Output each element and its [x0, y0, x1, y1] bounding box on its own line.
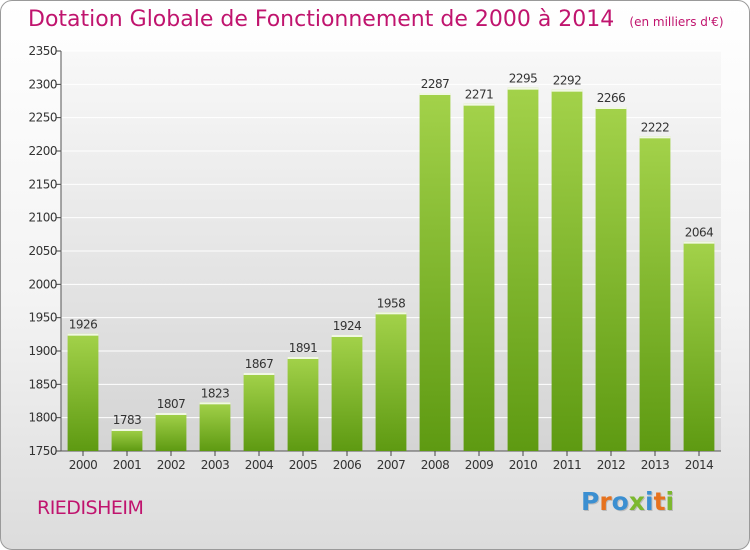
- bar-highlight: [243, 373, 275, 375]
- x-tick-label: 2005: [289, 458, 318, 472]
- brand-letter: x: [628, 487, 645, 516]
- data-label: 1926: [69, 318, 98, 332]
- data-label: 2292: [553, 74, 582, 88]
- x-tick-label: 2008: [421, 458, 450, 472]
- x-tick-label: 2009: [465, 458, 494, 472]
- bar-highlight: [639, 136, 671, 139]
- x-tick-label: 2002: [157, 458, 186, 472]
- bar-highlight: [507, 87, 539, 90]
- y-tick-label: 2200: [28, 144, 57, 158]
- bar: [287, 357, 319, 451]
- bar: [683, 241, 715, 451]
- chart-units: (en milliers d'€): [629, 15, 724, 29]
- bar-highlight: [463, 103, 495, 106]
- city-name: RIEDISHEIM: [37, 497, 144, 519]
- data-label: 1891: [289, 341, 318, 355]
- data-label: 2064: [685, 226, 714, 240]
- x-tick-label: 2007: [377, 458, 406, 472]
- y-tick-label: 2150: [28, 177, 57, 191]
- bar: [419, 93, 451, 451]
- y-tick-label: 1850: [28, 377, 57, 391]
- data-label: 1823: [201, 386, 230, 400]
- title-row: Dotation Globale de Fonctionnement de 20…: [28, 7, 724, 32]
- y-tick-label: 1750: [28, 444, 57, 458]
- data-label: 1924: [333, 319, 362, 333]
- bar-highlight: [155, 413, 187, 415]
- bar-highlight: [595, 107, 627, 109]
- brand-letter: P: [581, 487, 600, 516]
- bar: [243, 373, 275, 451]
- x-tick-label: 2004: [245, 458, 274, 472]
- bar-highlight: [111, 429, 143, 431]
- bar: [111, 429, 143, 451]
- bar-highlight: [375, 312, 407, 315]
- bar-highlight: [199, 402, 231, 405]
- brand-letter: o: [611, 487, 629, 516]
- bar: [463, 103, 495, 452]
- brand-letter: r: [599, 487, 612, 516]
- y-tick-label: 1900: [28, 344, 57, 358]
- y-tick-label: 2250: [28, 111, 57, 125]
- x-tick-label: 2003: [201, 458, 230, 472]
- bar: [155, 413, 187, 451]
- bar-highlight: [419, 93, 451, 95]
- bar-highlight: [287, 357, 319, 359]
- bar-highlight: [683, 241, 715, 244]
- x-tick-label: 2013: [641, 458, 670, 472]
- bar: [507, 87, 539, 452]
- x-tick-label: 2006: [333, 458, 362, 472]
- data-label: 1867: [245, 357, 274, 371]
- x-tick-label: 2010: [509, 458, 538, 472]
- bar: [199, 402, 231, 451]
- data-label: 1783: [113, 413, 142, 427]
- y-tick-label: 2100: [28, 211, 57, 225]
- bar: [639, 136, 671, 452]
- y-tick-label: 2050: [28, 244, 57, 258]
- bar-highlight: [331, 335, 363, 337]
- y-tick-label: 1950: [28, 311, 57, 325]
- x-tick-label: 2012: [597, 458, 626, 472]
- x-tick-label: 2000: [69, 458, 98, 472]
- bar-highlight: [67, 333, 99, 336]
- data-label: 2222: [641, 120, 670, 134]
- data-label: 2287: [421, 77, 450, 91]
- brand-letter: t: [653, 487, 666, 516]
- data-label: 1958: [377, 296, 406, 310]
- data-label: 2271: [465, 88, 494, 102]
- bar: [67, 333, 99, 451]
- x-tick-label: 2014: [685, 458, 714, 472]
- y-tick-label: 2300: [28, 77, 57, 91]
- x-tick-label: 2001: [113, 458, 142, 472]
- bar-highlight: [551, 89, 583, 92]
- data-label: 2295: [509, 72, 538, 86]
- bar: [331, 335, 363, 451]
- bar: [595, 107, 627, 451]
- bar: [551, 89, 583, 452]
- data-label: 1807: [157, 397, 186, 411]
- brand-letter: i: [645, 487, 654, 516]
- bar: [375, 312, 407, 451]
- brand-logo: Proxiti: [581, 487, 674, 516]
- brand-letter: i: [665, 487, 675, 516]
- y-tick-label: 2000: [28, 277, 57, 291]
- x-tick-label: 2011: [553, 458, 582, 472]
- y-tick-label: 1800: [28, 411, 57, 425]
- data-label: 2266: [597, 91, 626, 105]
- y-tick-label: 2350: [28, 44, 57, 58]
- chart-title: Dotation Globale de Fonctionnement de 20…: [28, 7, 615, 32]
